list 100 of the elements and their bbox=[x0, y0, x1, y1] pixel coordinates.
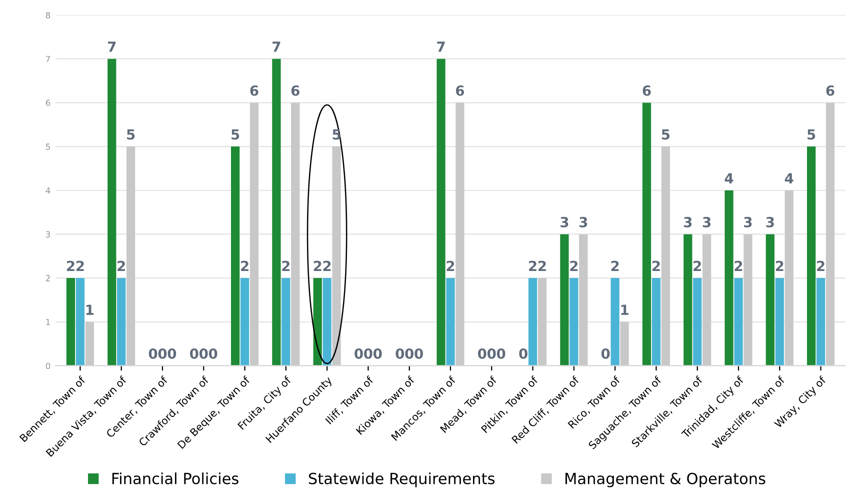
y-tick-label: 7 bbox=[46, 56, 50, 62]
data-label: 5 bbox=[662, 129, 670, 140]
data-label: 2 bbox=[570, 260, 578, 271]
y-tick-label: 5 bbox=[46, 144, 50, 150]
data-label: 2 bbox=[734, 260, 742, 271]
data-label: 0 bbox=[601, 348, 610, 359]
data-label: 6 bbox=[250, 85, 258, 96]
bar bbox=[734, 278, 743, 366]
data-label: 0 bbox=[208, 348, 218, 359]
data-label: 3 bbox=[702, 216, 711, 228]
data-label: 0 bbox=[148, 348, 158, 359]
bar bbox=[117, 278, 126, 366]
bar bbox=[806, 146, 816, 366]
bar bbox=[744, 234, 752, 366]
bar bbox=[816, 278, 826, 366]
bar bbox=[766, 234, 774, 366]
bar bbox=[126, 146, 136, 366]
bar bbox=[108, 58, 116, 366]
y-tick-label: 8 bbox=[46, 12, 50, 18]
data-label: 2 bbox=[282, 260, 290, 271]
legend-label: Management & Operatons bbox=[566, 472, 766, 488]
bar bbox=[76, 278, 85, 366]
y-tick-label: 1 bbox=[46, 318, 50, 326]
bar bbox=[826, 102, 835, 366]
bar bbox=[684, 234, 692, 366]
data-label: 2 bbox=[241, 260, 248, 271]
data-label: 6 bbox=[642, 85, 651, 96]
data-label: 0 bbox=[478, 348, 486, 359]
bar bbox=[436, 58, 446, 366]
data-label: 0 bbox=[158, 348, 167, 359]
data-label: 3 bbox=[560, 216, 568, 228]
data-label: 0 bbox=[354, 348, 363, 359]
data-label: 0 bbox=[496, 348, 506, 359]
bar bbox=[291, 102, 300, 366]
bar bbox=[538, 278, 547, 366]
bar bbox=[66, 278, 76, 366]
data-label: 2 bbox=[694, 260, 701, 271]
bar bbox=[446, 278, 455, 366]
bar bbox=[332, 146, 341, 366]
bar bbox=[661, 146, 670, 366]
data-label: 4 bbox=[784, 173, 794, 184]
data-label: 3 bbox=[766, 216, 774, 228]
bar bbox=[85, 322, 94, 366]
data-label: 2 bbox=[817, 260, 824, 271]
legend-label: Statewide Requirements bbox=[308, 472, 494, 488]
data-label: 2 bbox=[652, 260, 660, 271]
data-label: 1 bbox=[86, 304, 94, 315]
y-tick-label: 4 bbox=[46, 187, 50, 194]
bar bbox=[322, 278, 332, 366]
bar bbox=[724, 190, 734, 366]
bar bbox=[702, 234, 712, 366]
data-label: 0 bbox=[168, 348, 176, 359]
data-label: 2 bbox=[446, 260, 454, 271]
data-label: 2 bbox=[67, 260, 74, 271]
bar bbox=[652, 278, 661, 366]
bar bbox=[775, 278, 784, 366]
data-label: 2 bbox=[314, 260, 322, 271]
data-label: 0 bbox=[364, 348, 372, 359]
bar bbox=[620, 322, 629, 366]
bar bbox=[272, 58, 281, 366]
legend-label: Financial Policies bbox=[112, 472, 238, 484]
data-label: 5 bbox=[808, 129, 816, 140]
bar bbox=[610, 278, 620, 366]
y-tick-label: 3 bbox=[46, 231, 50, 238]
data-label: 4 bbox=[724, 173, 734, 184]
data-label: 0 bbox=[519, 348, 528, 359]
data-label: 2 bbox=[611, 260, 619, 271]
data-label: 2 bbox=[118, 260, 125, 271]
data-label: 6 bbox=[456, 85, 464, 96]
data-label: 0 bbox=[396, 348, 404, 359]
bar bbox=[282, 278, 290, 366]
bar bbox=[230, 146, 240, 366]
data-label: 2 bbox=[529, 260, 536, 271]
data-label: 0 bbox=[414, 348, 423, 359]
y-tick-label: 0 bbox=[46, 362, 50, 370]
data-label: 0 bbox=[190, 348, 198, 359]
data-label: 1 bbox=[621, 304, 628, 315]
bar bbox=[250, 102, 259, 366]
bar bbox=[560, 234, 569, 366]
bar bbox=[528, 278, 538, 366]
data-label: 5 bbox=[127, 129, 135, 140]
data-label: 7 bbox=[272, 42, 280, 52]
bar bbox=[784, 190, 794, 366]
data-label: 2 bbox=[538, 260, 546, 271]
data-label: 3 bbox=[684, 216, 692, 228]
data-label: 2 bbox=[323, 260, 331, 271]
data-label: 7 bbox=[108, 42, 116, 52]
data-label: 3 bbox=[744, 216, 752, 228]
data-label: 0 bbox=[373, 348, 382, 359]
data-label: 7 bbox=[437, 42, 445, 52]
data-label: 0 bbox=[487, 348, 496, 359]
bar bbox=[579, 234, 588, 366]
data-label: 0 bbox=[405, 348, 414, 359]
y-tick-label: 6 bbox=[46, 100, 50, 106]
data-label: 3 bbox=[579, 216, 588, 228]
data-label: 6 bbox=[826, 85, 834, 96]
bar bbox=[570, 278, 578, 366]
bar bbox=[456, 102, 464, 366]
data-label: 6 bbox=[291, 85, 300, 96]
data-label: 2 bbox=[76, 260, 84, 271]
